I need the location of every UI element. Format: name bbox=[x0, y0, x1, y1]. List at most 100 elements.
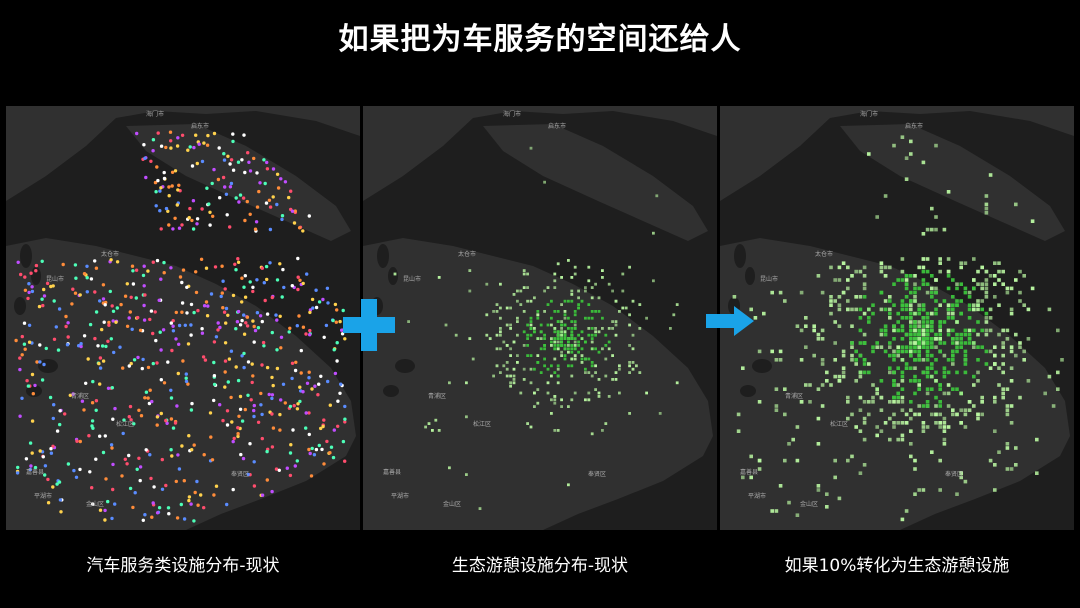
eco-facility-cell bbox=[917, 265, 921, 270]
eco-facility-cell bbox=[930, 341, 934, 345]
car-service-point bbox=[221, 418, 225, 423]
eco-facility-cell bbox=[816, 337, 821, 341]
eco-facility-cell bbox=[628, 323, 631, 327]
eco-facility-cell bbox=[976, 379, 980, 383]
eco-facility-cell bbox=[921, 328, 926, 333]
eco-facility-cell bbox=[938, 387, 942, 391]
car-service-point bbox=[341, 308, 345, 313]
eco-facility-cell bbox=[951, 311, 955, 316]
eco-facility-cell bbox=[556, 310, 560, 313]
eco-facility-cell bbox=[883, 349, 888, 354]
car-service-point bbox=[154, 338, 158, 343]
eco-facility-cell bbox=[543, 344, 546, 347]
car-service-point bbox=[174, 337, 178, 341]
map-place-label: 青浦区 bbox=[71, 392, 89, 400]
eco-facility-cell bbox=[550, 364, 553, 368]
eco-facility-cell bbox=[1018, 299, 1022, 303]
car-service-point bbox=[125, 324, 130, 328]
car-service-point bbox=[82, 334, 87, 338]
eco-facility-cell bbox=[614, 371, 618, 374]
car-service-point bbox=[305, 381, 310, 385]
car-service-point bbox=[293, 209, 297, 213]
eco-facility-cell bbox=[925, 425, 930, 429]
car-service-point bbox=[236, 434, 240, 439]
eco-facility-cell bbox=[1005, 337, 1010, 341]
car-service-point bbox=[65, 343, 70, 347]
car-service-point bbox=[212, 382, 217, 387]
eco-facility-cell bbox=[951, 303, 955, 307]
eco-facility-cell bbox=[580, 330, 584, 334]
eco-facility-cell bbox=[556, 344, 560, 347]
car-service-point bbox=[107, 320, 111, 325]
eco-facility-cell bbox=[900, 395, 905, 400]
eco-facility-cell bbox=[820, 358, 825, 362]
eco-facility-cell bbox=[984, 202, 989, 207]
eco-facility-cell bbox=[921, 232, 926, 236]
eco-facility-cell bbox=[930, 345, 934, 349]
eco-facility-cell bbox=[837, 307, 842, 312]
eco-facility-cell bbox=[1014, 332, 1018, 337]
car-service-point bbox=[326, 301, 330, 305]
eco-facility-cell bbox=[921, 488, 926, 492]
eco-facility-cell bbox=[553, 429, 557, 432]
car-service-point bbox=[218, 325, 222, 330]
map-place-label: 金山区 bbox=[86, 500, 104, 508]
eco-facility-cell bbox=[652, 279, 655, 283]
car-service-point bbox=[151, 138, 156, 142]
eco-facility-cell bbox=[468, 269, 472, 272]
eco-facility-cell bbox=[444, 323, 448, 327]
eco-facility-cell bbox=[492, 310, 495, 313]
eco-facility-cell bbox=[993, 488, 997, 492]
eco-facility-cell bbox=[611, 378, 614, 381]
eco-facility-cell bbox=[984, 328, 989, 333]
eco-facility-cell bbox=[938, 324, 942, 328]
eco-facility-cell bbox=[556, 333, 560, 337]
eco-facility-cell bbox=[837, 295, 842, 299]
eco-facility-cell bbox=[846, 278, 850, 282]
eco-facility-cell bbox=[570, 398, 574, 402]
eco-facility-cell bbox=[967, 290, 972, 295]
car-service-point bbox=[15, 471, 20, 475]
eco-facility-cell bbox=[909, 307, 913, 312]
car-service-point bbox=[66, 321, 70, 325]
eco-facility-cell bbox=[888, 353, 892, 358]
eco-facility-cell bbox=[925, 290, 930, 295]
eco-facility-cell bbox=[1005, 412, 1010, 417]
eco-facility-cell bbox=[942, 341, 947, 345]
eco-facility-cell bbox=[770, 509, 774, 513]
car-service-point bbox=[94, 310, 99, 314]
car-service-point bbox=[101, 359, 106, 363]
car-service-point bbox=[34, 263, 39, 268]
eco-facility-cell bbox=[580, 357, 584, 361]
eco-facility-cell bbox=[1001, 362, 1005, 366]
car-service-point bbox=[98, 382, 102, 386]
lake bbox=[752, 359, 772, 373]
eco-facility-cell bbox=[951, 408, 955, 412]
eco-facility-cell bbox=[573, 391, 577, 395]
eco-facility-cell bbox=[567, 327, 570, 330]
eco-facility-cell bbox=[618, 367, 621, 371]
eco-facility-cell bbox=[904, 366, 909, 370]
eco-facility-cell bbox=[628, 371, 631, 374]
eco-facility-cell bbox=[631, 361, 635, 364]
car-service-point bbox=[73, 263, 78, 267]
eco-facility-cell bbox=[485, 313, 489, 317]
eco-facility-cell bbox=[955, 387, 959, 391]
eco-facility-cell bbox=[946, 370, 951, 375]
car-service-point bbox=[234, 365, 238, 369]
eco-facility-cell bbox=[628, 364, 631, 368]
eco-facility-cell bbox=[917, 404, 921, 408]
eco-facility-cell bbox=[829, 383, 833, 387]
car-service-point bbox=[55, 482, 59, 486]
car-service-point bbox=[177, 226, 182, 230]
eco-facility-cell bbox=[850, 358, 854, 362]
eco-facility-cell bbox=[560, 327, 563, 330]
eco-facility-cell bbox=[577, 303, 580, 306]
eco-facility-cell bbox=[867, 307, 871, 312]
eco-facility-cell bbox=[820, 404, 825, 408]
eco-facility-cell bbox=[533, 330, 536, 334]
eco-facility-cell bbox=[909, 429, 913, 433]
eco-facility-cell bbox=[888, 437, 892, 442]
eco-facility-cell bbox=[934, 299, 938, 303]
